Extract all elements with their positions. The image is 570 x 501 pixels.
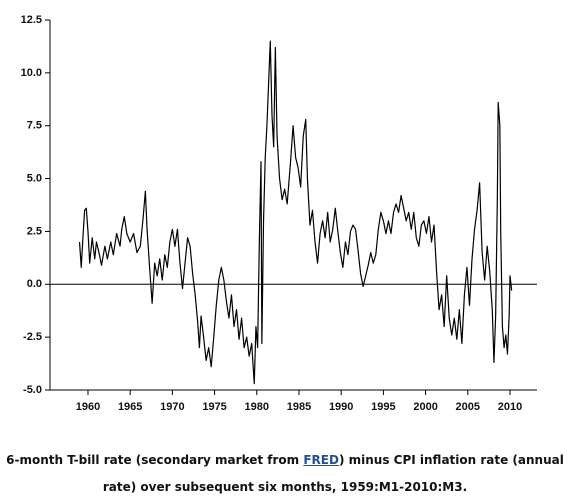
fred-link[interactable]: FRED (303, 453, 339, 467)
x-tick-label: 1975 (202, 401, 226, 413)
y-tick-label: 10.0 (21, 67, 42, 79)
y-tick-label: 2.5 (27, 225, 42, 237)
x-tick-label: 1965 (118, 401, 142, 413)
x-tick-label: 1960 (76, 401, 100, 413)
chart: 12.5 10.0 7.5 5.0 2.5 0.0 -2.5 -5.0 1960 1965 1970… (21, 14, 537, 413)
y-tick-label: 7.5 (27, 120, 42, 132)
y-tick-label: -5.0 (23, 384, 42, 396)
x-tick-label: 2000 (413, 401, 437, 413)
x-tick-label: 2010 (498, 401, 522, 413)
y-tick-label: 12.5 (21, 14, 42, 26)
data-line (78, 40, 513, 385)
y-tick-label: -2.5 (23, 331, 42, 343)
x-tick-label: 1980 (245, 401, 269, 413)
caption-text: 6-month T-bill rate (secondary market fr… (6, 453, 304, 467)
y-tick-label: 0.0 (27, 278, 42, 290)
y-tick-label: 5.0 (27, 172, 42, 184)
x-tick-label: 1990 (329, 401, 353, 413)
x-tick-label: 1995 (371, 401, 395, 413)
x-tick-label: 2005 (456, 401, 480, 413)
caption-text: ) minus CPI inflation rate (annual rate)… (102, 453, 564, 494)
x-tick-label: 1985 (287, 401, 311, 413)
x-tick-label: 1970 (160, 401, 184, 413)
caption: 6-month T-bill rate (secondary market fr… (0, 447, 570, 501)
